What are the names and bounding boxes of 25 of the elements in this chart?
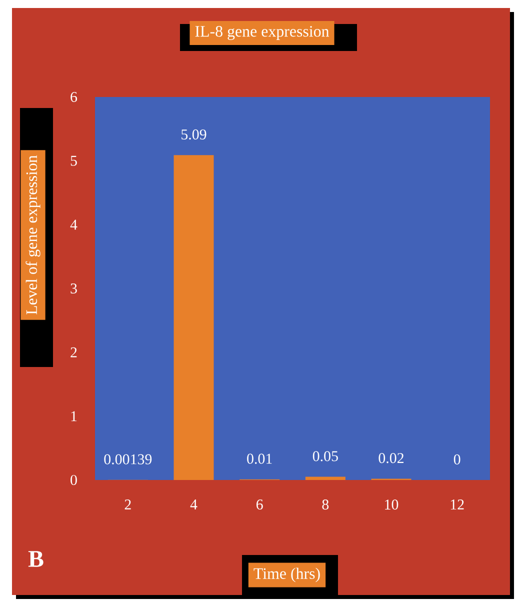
y-tick-label: 4 bbox=[70, 220, 78, 230]
y-tick-label: 6 bbox=[70, 92, 78, 102]
x-axis-title: Time (hrs) bbox=[254, 568, 320, 582]
x-tick-label: 8 bbox=[322, 500, 329, 510]
data-label: 0.00139 bbox=[104, 454, 152, 464]
y-tick-label: 2 bbox=[70, 347, 77, 358]
data-label: 0.01 bbox=[247, 454, 272, 464]
data-label: 5.09 bbox=[182, 129, 206, 140]
text: B bbox=[28, 551, 44, 567]
y-axis-title: Level of gene expression bbox=[26, 155, 40, 314]
y-tick-label: 1 bbox=[71, 411, 77, 422]
x-tick-label: 10 bbox=[385, 500, 398, 510]
data-label: 0.05 bbox=[312, 451, 338, 462]
y-tick-label: 5 bbox=[70, 156, 77, 166]
x-tick-label: 4 bbox=[190, 500, 198, 510]
bar bbox=[174, 155, 214, 480]
data-label: 0.02 bbox=[378, 453, 404, 464]
bar bbox=[305, 476, 346, 480]
x-tick-label: 12 bbox=[450, 500, 464, 510]
data-label: 0 bbox=[454, 454, 460, 464]
y-tick-label: 3 bbox=[70, 283, 77, 294]
x-tick-label: 6 bbox=[256, 500, 263, 510]
x-tick-label: 2 bbox=[124, 500, 131, 510]
y-tick-label: 0 bbox=[70, 474, 77, 486]
chart-title: IL-8 gene expression bbox=[195, 26, 330, 40]
